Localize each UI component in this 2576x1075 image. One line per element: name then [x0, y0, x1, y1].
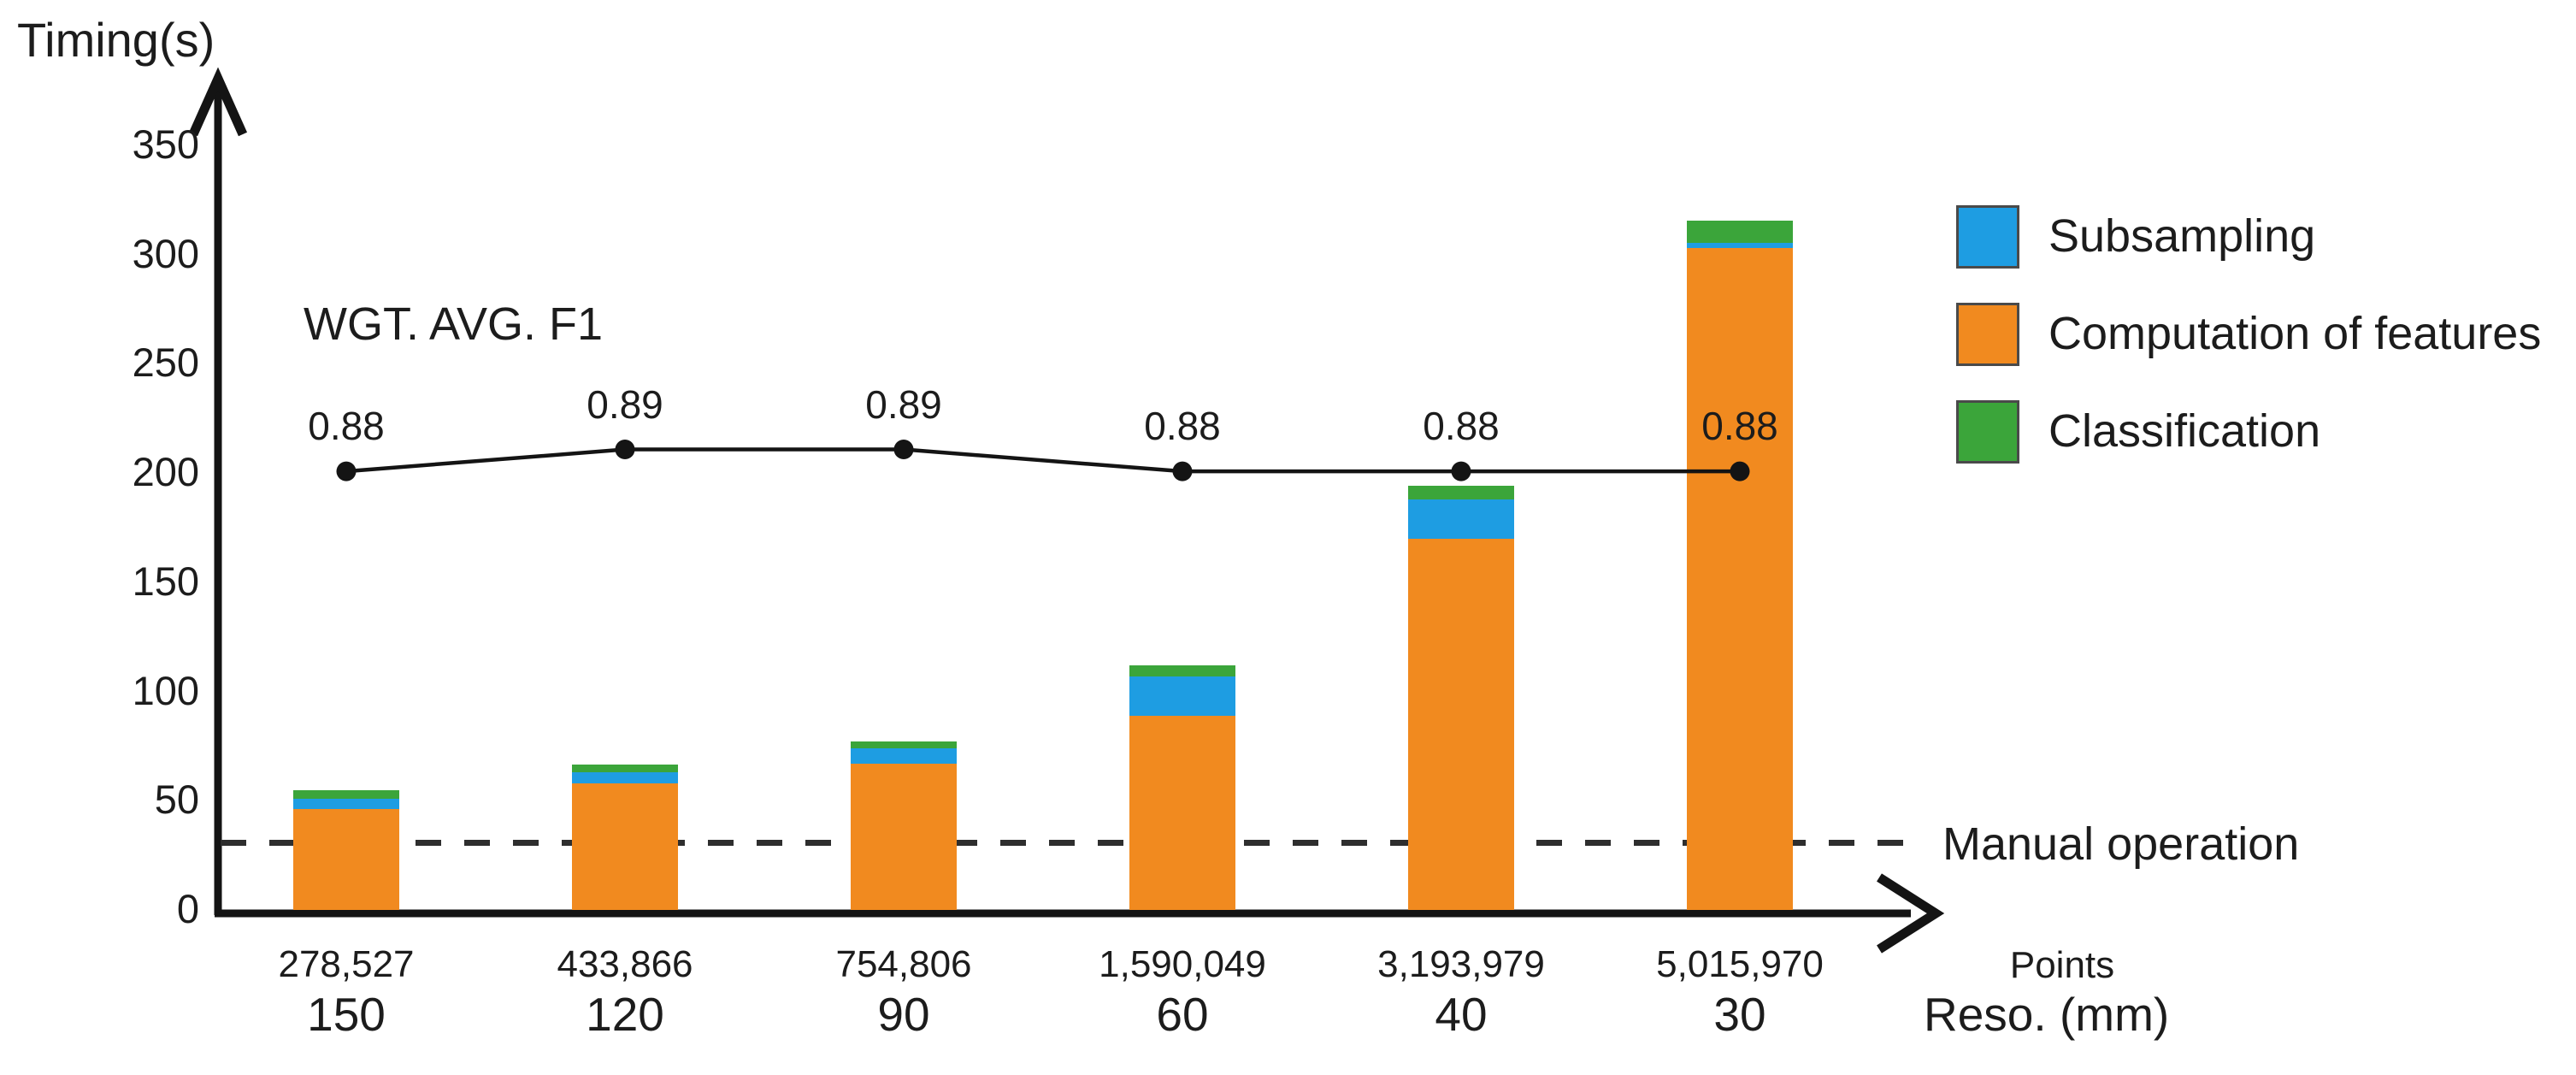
y-tick-label-150: 150: [132, 558, 199, 604]
bar-segment-subsampling-120mm: [572, 772, 678, 783]
bar-segment-computation-of-features-60mm: [1129, 715, 1235, 910]
manual-operation-line: [221, 840, 1917, 846]
x-axis: [215, 873, 1945, 954]
bar-segment-classification-40mm: [1408, 486, 1514, 499]
bar-segment-computation-of-features-90mm: [851, 763, 957, 910]
x-label-reso: 120: [586, 988, 664, 1041]
x-label-points: 5,015,970: [1656, 943, 1824, 985]
x-label-reso: 60: [1156, 988, 1209, 1041]
f1-value-label: 0.88: [1144, 404, 1221, 449]
f1-point-marker: [1451, 461, 1471, 481]
legend-label: Computation of features: [2048, 308, 2542, 359]
x-axis-reso-unit-label: Reso. (mm): [1924, 988, 2170, 1041]
bar-segment-classification-30mm: [1687, 221, 1793, 243]
bar-segment-computation-of-features-150mm: [293, 809, 399, 910]
x-label-reso: 30: [1713, 988, 1766, 1041]
f1-value-label: 0.89: [587, 381, 663, 427]
bar-segment-computation-of-features-40mm: [1408, 538, 1514, 910]
bar-segment-subsampling-90mm: [851, 747, 957, 764]
y-tick-label-300: 300: [132, 230, 199, 276]
x-axis-points-unit-label: Points: [2009, 944, 2115, 986]
y-tick-label-350: 350: [132, 121, 199, 167]
y-tick-label-100: 100: [132, 667, 199, 713]
bar-segment-classification-120mm: [572, 765, 678, 773]
f1-value-label: 0.88: [1423, 404, 1500, 449]
bar-segment-subsampling-150mm: [293, 798, 399, 810]
x-label-points: 1,590,049: [1099, 943, 1266, 985]
x-axis-arrow-icon: [1877, 873, 1945, 954]
y-tick-label-0: 0: [176, 886, 199, 931]
x-label-points: 433,866: [557, 943, 693, 985]
f1-point-marker: [615, 440, 635, 460]
y-axis: [188, 67, 248, 915]
x-label-reso: 90: [877, 988, 930, 1041]
bar-segment-subsampling-30mm: [1687, 242, 1793, 248]
y-tick-label-50: 50: [154, 777, 199, 823]
f1-point-marker: [336, 461, 357, 481]
f1-polyline: [345, 447, 1740, 474]
legend-swatch-computation-of-features: [1956, 303, 2019, 366]
manual-operation-label: Manual operation: [1942, 818, 2300, 870]
bar-segment-classification-150mm: [293, 789, 399, 799]
y-tick-label-200: 200: [132, 449, 199, 495]
y-axis-title: Timing(s): [17, 13, 215, 67]
bar-segment-computation-of-features-120mm: [572, 783, 678, 910]
bar-segment-subsampling-60mm: [1129, 676, 1235, 716]
f1-line-title: WGT. AVG. F1: [304, 298, 604, 350]
legend-label: Subsampling: [2048, 210, 2316, 262]
f1-value-label: 0.89: [865, 381, 942, 427]
x-label-points: 278,527: [278, 943, 415, 985]
x-label-points: 754,806: [835, 943, 972, 985]
legend-swatch-classification: [1956, 400, 2019, 464]
f1-point-marker: [1172, 461, 1193, 481]
bar-segment-classification-60mm: [1129, 664, 1235, 676]
f1-point-marker: [893, 440, 914, 460]
y-axis-arrow-icon: [188, 67, 248, 137]
bar-segment-computation-of-features-30mm: [1687, 247, 1793, 910]
legend-label: Classification: [2048, 405, 2321, 457]
f1-value-label: 0.88: [308, 404, 385, 449]
y-tick-label-250: 250: [132, 340, 199, 386]
x-label-reso: 150: [307, 988, 386, 1041]
x-label-reso: 40: [1435, 988, 1488, 1041]
x-label-points: 3,193,979: [1377, 943, 1545, 985]
f1-value-label: 0.88: [1701, 404, 1778, 449]
bar-segment-subsampling-40mm: [1408, 499, 1514, 539]
bar-segment-classification-90mm: [851, 741, 957, 748]
legend-swatch-subsampling: [1956, 205, 2019, 269]
